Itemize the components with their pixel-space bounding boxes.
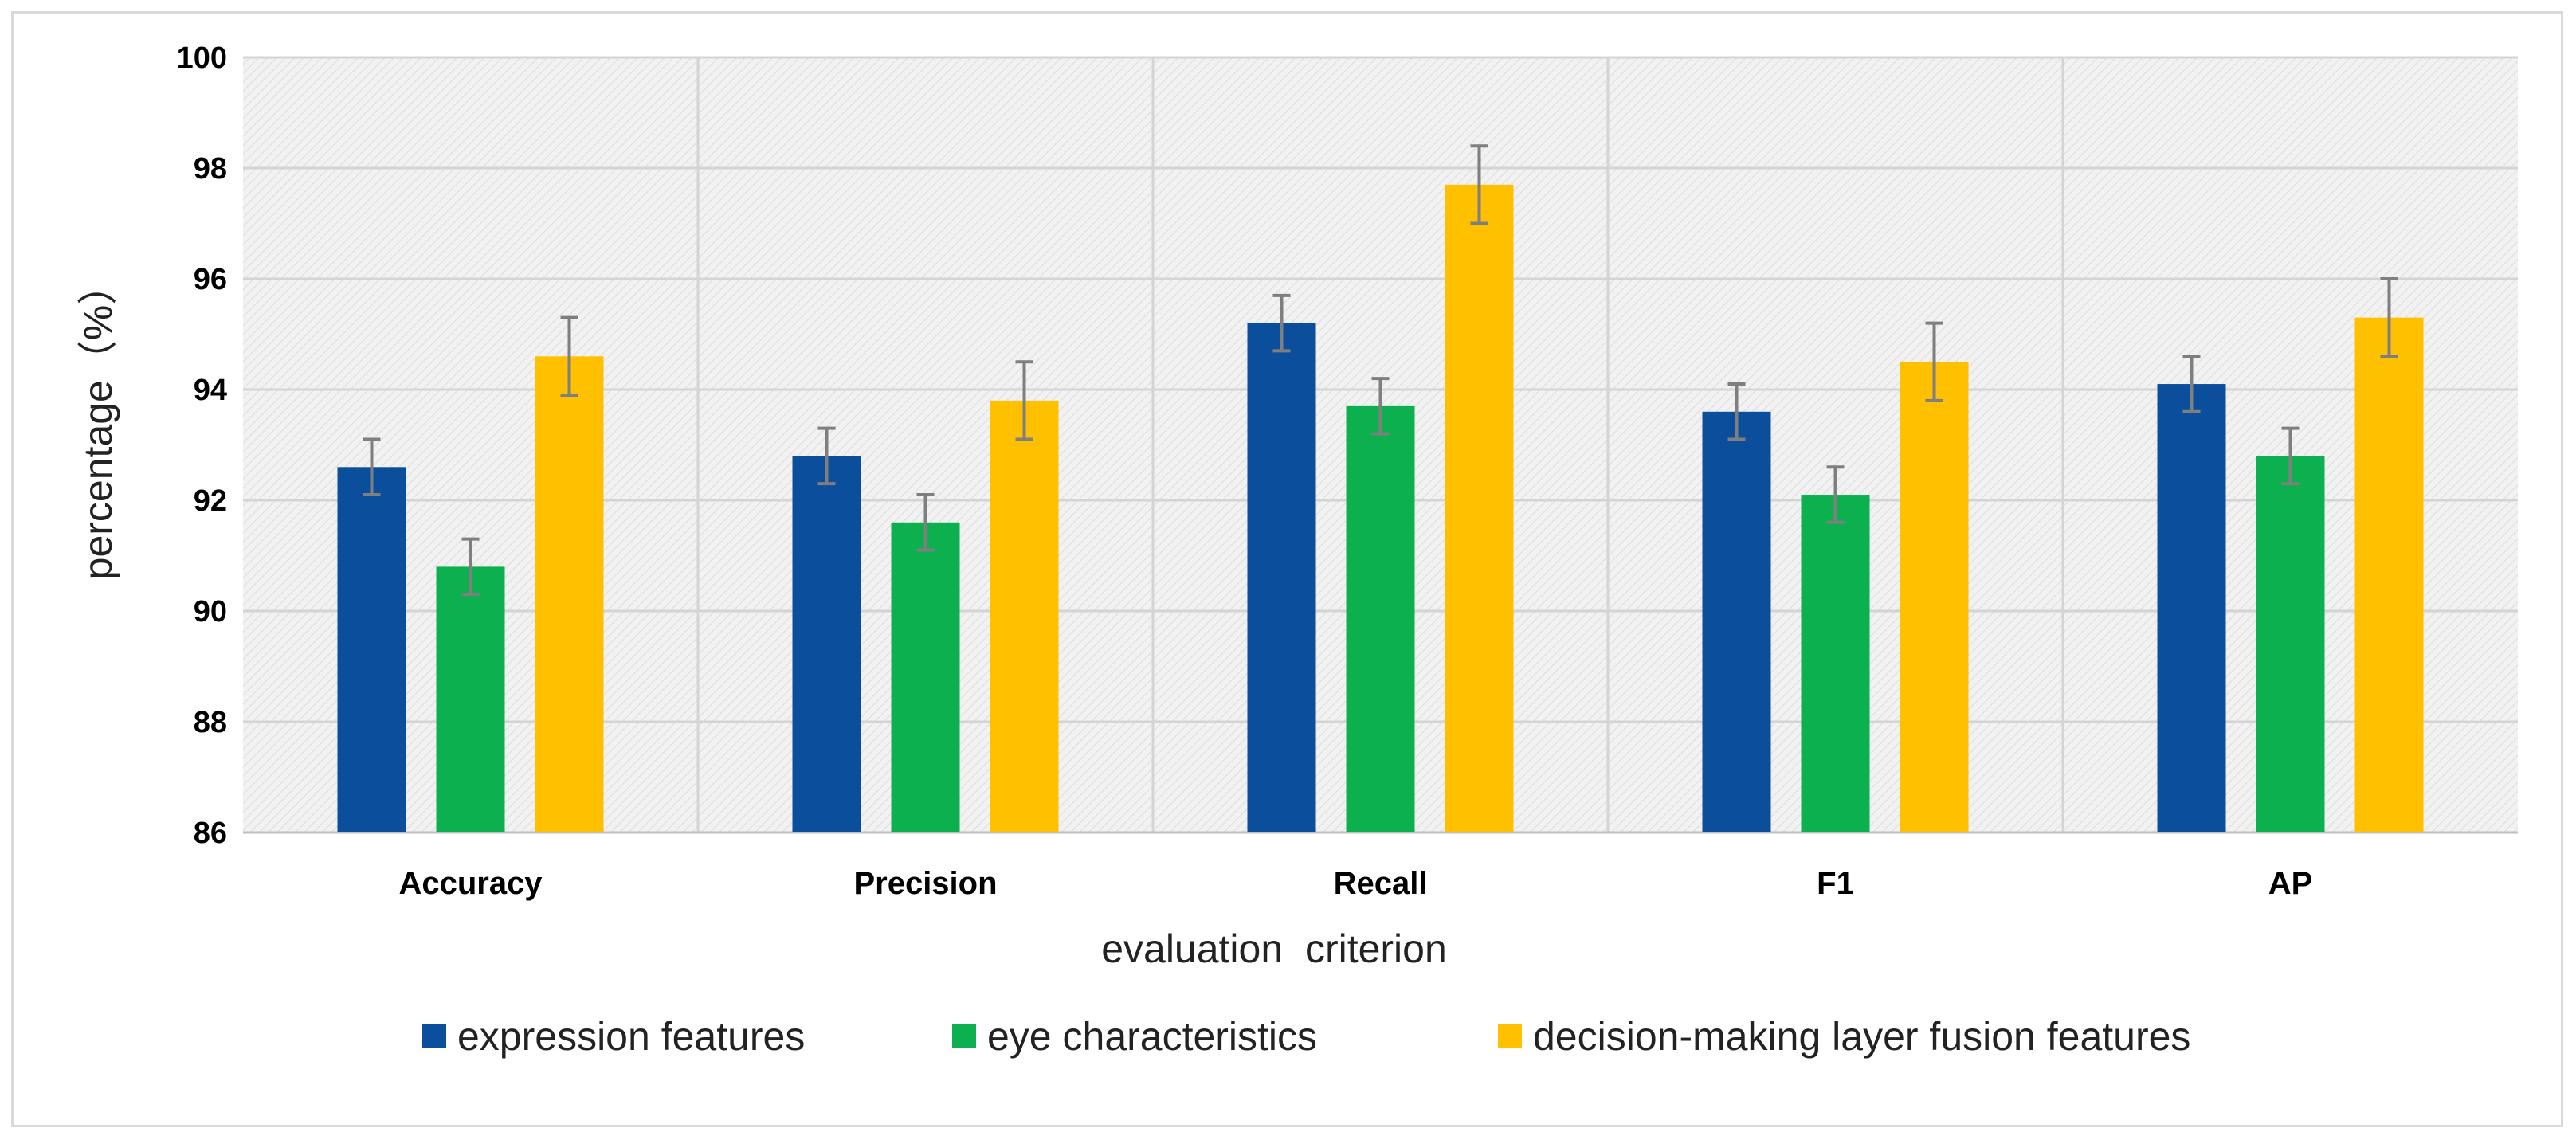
bar: [337, 467, 406, 832]
error-bar: [1925, 321, 1943, 402]
error-bar: [1470, 144, 1488, 225]
error-bar: [2281, 426, 2300, 486]
y-tick-label: 100: [177, 41, 227, 75]
error-bar: [1371, 377, 1390, 436]
x-category-label: F1: [1817, 866, 1854, 901]
bar: [792, 456, 861, 832]
legend-label: eye characteristics: [987, 1014, 1317, 1059]
error-bar: [1826, 465, 1845, 524]
legend-item: decision-making layer fusion features: [1498, 1014, 2190, 1059]
x-category-label: Recall: [1334, 866, 1428, 901]
error-bar: [1727, 382, 1746, 441]
bar: [2256, 456, 2325, 832]
bar: [891, 522, 960, 832]
y-tick-label: 86: [194, 817, 227, 850]
legend-swatch: [422, 1024, 446, 1048]
bar: [1702, 411, 1771, 832]
legend-label: expression features: [457, 1014, 805, 1059]
y-tick-label: 92: [194, 484, 227, 518]
error-bar: [560, 315, 578, 397]
bar: [1801, 495, 1870, 832]
x-category-label: AP: [2268, 866, 2313, 901]
error-bar: [363, 437, 381, 497]
bar: [535, 356, 604, 832]
y-tick-label: 98: [194, 152, 227, 186]
x-axis-categories: Accuracy Precision Recall F1 AP: [398, 866, 2312, 901]
error-bar: [2380, 277, 2398, 358]
bar: [2157, 384, 2226, 832]
bar: [1445, 184, 1514, 833]
error-bar: [461, 537, 480, 597]
legend-item: eye characteristics: [952, 1014, 1317, 1059]
error-bar: [1015, 360, 1033, 441]
x-category-label: Precision: [853, 866, 997, 901]
bar: [2354, 317, 2424, 832]
bar: [1247, 323, 1316, 833]
bar: [990, 400, 1059, 832]
bar: [436, 566, 505, 832]
y-axis-ticks: 86 88 90 92 94 96 98 100: [177, 41, 227, 850]
legend-swatch: [952, 1024, 976, 1048]
y-tick-label: 94: [194, 374, 227, 407]
legend-label: decision-making layer fusion features: [1533, 1014, 2190, 1059]
y-tick-label: 88: [194, 706, 227, 739]
y-axis-title: percentage（%）: [76, 265, 120, 580]
bars: [337, 144, 2424, 833]
bar: [1900, 362, 1969, 832]
legend-swatch: [1498, 1024, 1522, 1048]
error-bar: [916, 493, 935, 552]
bar: [1346, 405, 1415, 833]
y-tick-label: 90: [194, 595, 227, 629]
error-bar: [2182, 355, 2201, 413]
x-axis-title: evaluation criterion: [1101, 926, 1447, 971]
error-bar: [1272, 293, 1291, 353]
y-tick-label: 96: [194, 263, 227, 296]
x-category-label: Accuracy: [398, 866, 543, 901]
legend-item: expression features: [422, 1014, 805, 1059]
error-bar: [817, 426, 836, 486]
legend: expression features eye characteristics de…: [422, 1014, 2190, 1059]
